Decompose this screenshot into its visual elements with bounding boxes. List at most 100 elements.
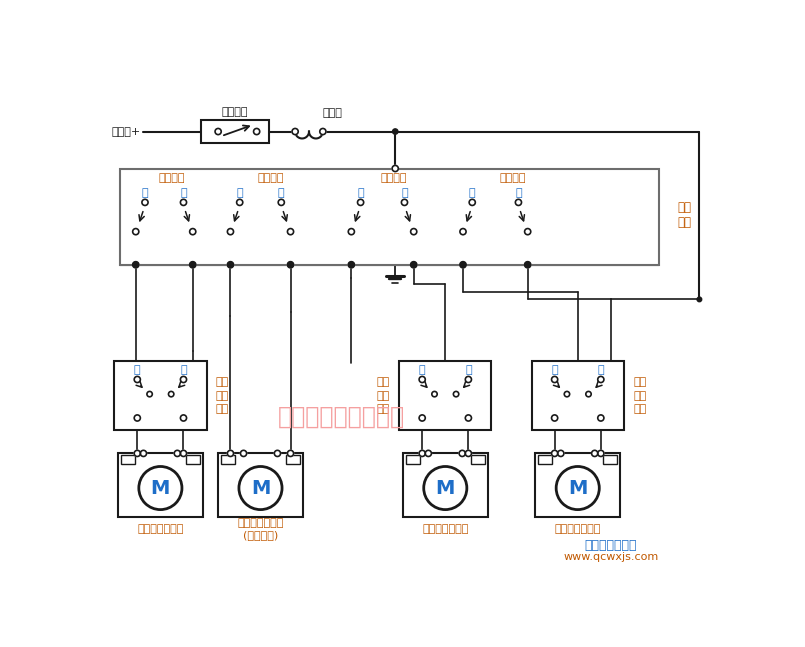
Bar bbox=[403, 454, 488, 516]
Circle shape bbox=[425, 450, 431, 457]
Circle shape bbox=[254, 129, 260, 135]
Text: 升: 升 bbox=[142, 188, 148, 198]
Circle shape bbox=[697, 297, 702, 302]
Circle shape bbox=[190, 262, 196, 267]
Text: 左前车窗电动机
(驾驶员侧): 左前车窗电动机 (驾驶员侧) bbox=[237, 518, 283, 540]
Text: 右前
车窗
开关: 右前 车窗 开关 bbox=[377, 377, 390, 414]
Circle shape bbox=[349, 228, 354, 235]
Circle shape bbox=[279, 199, 284, 206]
Text: 左前车窗: 左前车窗 bbox=[258, 173, 283, 184]
Circle shape bbox=[515, 199, 522, 206]
Circle shape bbox=[551, 415, 558, 421]
Bar bbox=[471, 455, 485, 464]
Circle shape bbox=[419, 450, 425, 457]
Circle shape bbox=[558, 450, 564, 457]
Text: www.qcwxjs.com: www.qcwxjs.com bbox=[564, 552, 658, 562]
Circle shape bbox=[133, 261, 138, 268]
Circle shape bbox=[168, 391, 174, 397]
Bar bbox=[535, 454, 620, 516]
Text: 主控
开关: 主控 开关 bbox=[677, 201, 691, 228]
Circle shape bbox=[227, 450, 233, 457]
Circle shape bbox=[287, 261, 294, 268]
Circle shape bbox=[586, 391, 591, 397]
Circle shape bbox=[469, 199, 475, 206]
Text: M: M bbox=[568, 479, 588, 498]
Circle shape bbox=[215, 129, 221, 135]
Circle shape bbox=[402, 199, 407, 206]
Text: 降: 降 bbox=[180, 366, 187, 375]
Circle shape bbox=[174, 450, 180, 457]
Circle shape bbox=[453, 391, 459, 397]
Circle shape bbox=[349, 261, 354, 268]
Text: 降: 降 bbox=[515, 188, 522, 198]
Bar bbox=[406, 455, 420, 464]
Text: 汽车维修技术与知识: 汽车维修技术与知识 bbox=[278, 404, 405, 428]
Text: 左后车窗: 左后车窗 bbox=[159, 173, 185, 184]
Text: 右前车窗电动机: 右前车窗电动机 bbox=[422, 524, 469, 534]
Circle shape bbox=[239, 466, 282, 510]
Circle shape bbox=[133, 262, 138, 267]
Text: 升: 升 bbox=[134, 366, 141, 375]
Bar bbox=[539, 455, 552, 464]
Circle shape bbox=[525, 262, 530, 267]
Circle shape bbox=[564, 391, 570, 397]
Circle shape bbox=[460, 261, 466, 268]
Circle shape bbox=[227, 261, 233, 268]
Circle shape bbox=[465, 450, 472, 457]
Circle shape bbox=[431, 391, 437, 397]
Circle shape bbox=[598, 377, 604, 382]
Circle shape bbox=[349, 262, 354, 267]
Text: M: M bbox=[251, 479, 270, 498]
Text: M: M bbox=[436, 479, 455, 498]
Text: 升: 升 bbox=[357, 188, 364, 198]
Circle shape bbox=[180, 377, 187, 382]
Bar bbox=[118, 454, 203, 516]
Circle shape bbox=[227, 228, 233, 235]
Text: 蓄电池+: 蓄电池+ bbox=[112, 127, 141, 137]
Bar bbox=[186, 455, 200, 464]
Circle shape bbox=[459, 450, 465, 457]
Text: 降: 降 bbox=[597, 366, 604, 375]
Circle shape bbox=[551, 450, 558, 457]
Bar bbox=[221, 455, 235, 464]
Bar bbox=[121, 455, 135, 464]
Bar bbox=[218, 454, 303, 516]
Circle shape bbox=[465, 377, 472, 382]
Circle shape bbox=[556, 466, 599, 510]
Text: 汽车维修技术网: 汽车维修技术网 bbox=[584, 538, 637, 551]
Circle shape bbox=[460, 262, 465, 267]
Circle shape bbox=[411, 261, 417, 268]
Circle shape bbox=[598, 450, 604, 457]
Bar bbox=[286, 455, 299, 464]
Circle shape bbox=[133, 228, 138, 235]
Circle shape bbox=[134, 450, 140, 457]
Text: 右后车窗: 右后车窗 bbox=[500, 173, 526, 184]
Bar bbox=[531, 361, 624, 430]
Text: 降: 降 bbox=[465, 366, 472, 375]
Circle shape bbox=[598, 415, 604, 421]
Circle shape bbox=[551, 377, 558, 382]
Circle shape bbox=[423, 466, 467, 510]
Circle shape bbox=[393, 129, 398, 134]
Circle shape bbox=[275, 450, 280, 457]
Circle shape bbox=[419, 377, 425, 382]
Circle shape bbox=[190, 261, 196, 268]
Circle shape bbox=[287, 450, 294, 457]
Text: 右后车窗电动机: 右后车窗电动机 bbox=[555, 524, 601, 534]
Circle shape bbox=[411, 228, 417, 235]
Circle shape bbox=[320, 129, 326, 135]
Circle shape bbox=[180, 415, 187, 421]
Text: 点火开关: 点火开关 bbox=[222, 107, 248, 116]
Text: 降: 降 bbox=[401, 188, 408, 198]
Circle shape bbox=[287, 228, 294, 235]
Circle shape bbox=[241, 450, 246, 457]
Text: 升: 升 bbox=[551, 366, 558, 375]
Text: 左后
车窗
开关: 左后 车窗 开关 bbox=[216, 377, 229, 414]
Circle shape bbox=[228, 262, 233, 267]
Text: 升: 升 bbox=[469, 188, 476, 198]
Circle shape bbox=[357, 199, 364, 206]
Circle shape bbox=[237, 199, 243, 206]
Circle shape bbox=[419, 415, 425, 421]
Text: 降: 降 bbox=[180, 188, 187, 198]
Circle shape bbox=[525, 261, 530, 268]
